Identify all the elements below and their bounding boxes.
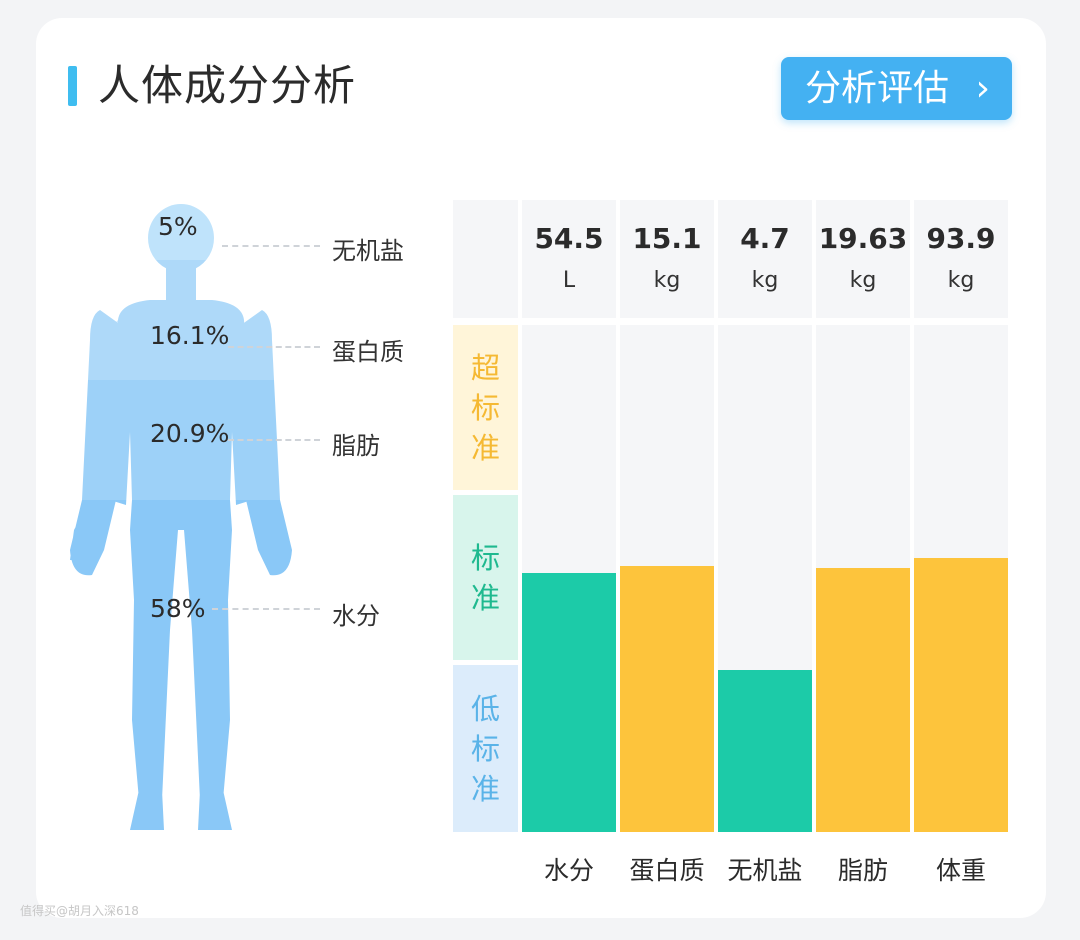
category-label-3: 无机盐 <box>727 856 803 885</box>
bar-4 <box>816 568 910 832</box>
value-header-1 <box>522 200 616 318</box>
water-leader-line <box>212 608 320 610</box>
value-header-5 <box>914 200 1008 318</box>
analysis-evaluation-label: 分析评估 <box>805 68 950 109</box>
fat-percent: 20.9% <box>150 419 230 448</box>
band-label-standard: 标准 <box>470 540 500 615</box>
mineral-label: 无机盐 <box>332 237 404 265</box>
unit-label-2: kg <box>653 268 681 293</box>
unit-label-3: kg <box>751 268 779 293</box>
value-header-2 <box>620 200 714 318</box>
protein-percent: 16.1% <box>150 321 230 350</box>
mineral-leader-line <box>222 245 320 247</box>
title-accent-bar <box>68 66 77 106</box>
band-low: 低标准 <box>453 665 518 832</box>
value-header-3 <box>718 200 812 318</box>
human-body-icon <box>70 204 292 830</box>
analysis-evaluation-button[interactable]: 分析评估 › <box>781 57 1012 120</box>
page-title: 人体成分分析 <box>98 61 357 110</box>
water-percent: 58% <box>150 594 206 623</box>
watermark: 值得买@胡月入深618 <box>20 904 139 918</box>
value-header-4 <box>816 200 910 318</box>
unit-label-5: kg <box>947 268 975 293</box>
value-label-5: 93.9 <box>926 222 996 255</box>
band-label-low: 低标准 <box>470 691 500 806</box>
value-label-3: 4.7 <box>740 222 790 255</box>
value-label-4: 19.63 <box>818 222 908 255</box>
band-standard: 标准 <box>453 495 518 660</box>
category-label-1: 水分 <box>543 856 594 885</box>
category-label-4: 脂肪 <box>837 856 888 885</box>
band-label-over: 超标准 <box>470 350 500 465</box>
band-over: 超标准 <box>453 325 518 490</box>
fat-leader-line <box>228 439 320 441</box>
category-label-5: 体重 <box>935 856 986 885</box>
bar-1 <box>522 573 616 832</box>
value-label-2: 15.1 <box>632 222 702 255</box>
bar-2 <box>620 566 714 832</box>
category-label-2: 蛋白质 <box>629 856 705 885</box>
chevron-right-icon: › <box>975 68 990 109</box>
bar-3 <box>718 670 812 832</box>
chart-header-corner <box>453 200 518 318</box>
value-label-1: 54.5 <box>534 222 604 255</box>
protein-label: 蛋白质 <box>332 338 404 366</box>
protein-leader-line <box>228 346 320 348</box>
unit-label-4: kg <box>849 268 877 293</box>
water-label: 水分 <box>332 602 380 630</box>
bar-5 <box>914 558 1008 832</box>
fat-label: 脂肪 <box>332 432 380 460</box>
unit-label-1: L <box>562 268 576 293</box>
mineral-percent: 5% <box>158 212 198 241</box>
